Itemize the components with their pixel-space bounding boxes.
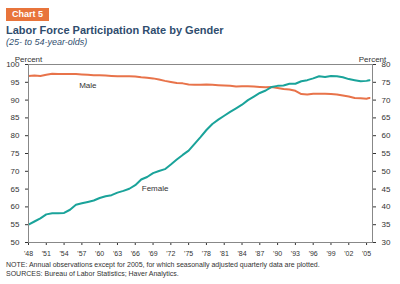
svg-text:95: 95 — [11, 78, 20, 87]
svg-text:70: 70 — [11, 167, 20, 176]
svg-text:'84: '84 — [237, 250, 246, 257]
svg-text:'93: '93 — [291, 250, 300, 257]
svg-text:Male: Male — [79, 81, 97, 90]
svg-text:75: 75 — [11, 149, 20, 158]
svg-text:75: 75 — [382, 78, 391, 87]
svg-text:60: 60 — [382, 131, 391, 140]
html-text:SOURCES: Bureau of Labor Stati: SOURCES: Bureau of Labor Statistics; Hav… — [6, 270, 179, 277]
svg-text:'02: '02 — [344, 250, 353, 257]
svg-text:45: 45 — [382, 185, 391, 194]
html-text:NOTE: Annual observations exce: NOTE: Annual observations except for 200… — [6, 261, 320, 268]
svg-text:'96: '96 — [309, 250, 318, 257]
svg-text:'48: '48 — [24, 250, 33, 257]
html-text:Labor Force Participation Rate: Labor Force Participation Rate by Gender — [6, 24, 224, 36]
svg-text:80: 80 — [381, 60, 391, 70]
svg-text:50: 50 — [11, 238, 20, 247]
svg-text:'63: '63 — [113, 250, 122, 257]
svg-text:'75: '75 — [184, 250, 193, 257]
svg-text:90: 90 — [11, 96, 20, 105]
svg-text:'51: '51 — [42, 250, 51, 257]
svg-text:'66: '66 — [131, 250, 140, 257]
svg-text:'87: '87 — [255, 250, 264, 257]
svg-text:65: 65 — [382, 113, 391, 122]
html-text:Chart 5: Chart 5 — [12, 9, 43, 19]
svg-text:80: 80 — [11, 131, 20, 140]
svg-text:'69: '69 — [148, 250, 157, 257]
svg-text:55: 55 — [382, 149, 391, 158]
svg-text:Percent: Percent — [15, 55, 43, 64]
svg-text:'81: '81 — [220, 250, 229, 257]
svg-text:'57: '57 — [77, 250, 86, 257]
svg-text:'90: '90 — [273, 250, 282, 257]
svg-text:70: 70 — [382, 96, 391, 105]
svg-text:30: 30 — [382, 238, 391, 247]
svg-text:65: 65 — [11, 185, 20, 194]
svg-text:'72: '72 — [166, 250, 175, 257]
svg-text:'54: '54 — [60, 250, 69, 257]
svg-text:Percent: Percent — [359, 55, 387, 64]
svg-text:'99: '99 — [326, 250, 335, 257]
html-text:(25- to 54-year-olds): (25- to 54-year-olds) — [6, 37, 88, 47]
svg-text:60: 60 — [11, 202, 20, 211]
svg-text:35: 35 — [382, 220, 391, 229]
svg-text:'60: '60 — [95, 250, 104, 257]
svg-text:100: 100 — [6, 60, 20, 70]
svg-text:50: 50 — [382, 167, 391, 176]
svg-text:'78: '78 — [202, 250, 211, 257]
svg-text:'05: '05 — [362, 250, 371, 257]
svg-text:85: 85 — [11, 113, 20, 122]
svg-text:40: 40 — [382, 202, 391, 211]
svg-text:55: 55 — [11, 220, 20, 229]
svg-text:Female: Female — [142, 184, 169, 193]
